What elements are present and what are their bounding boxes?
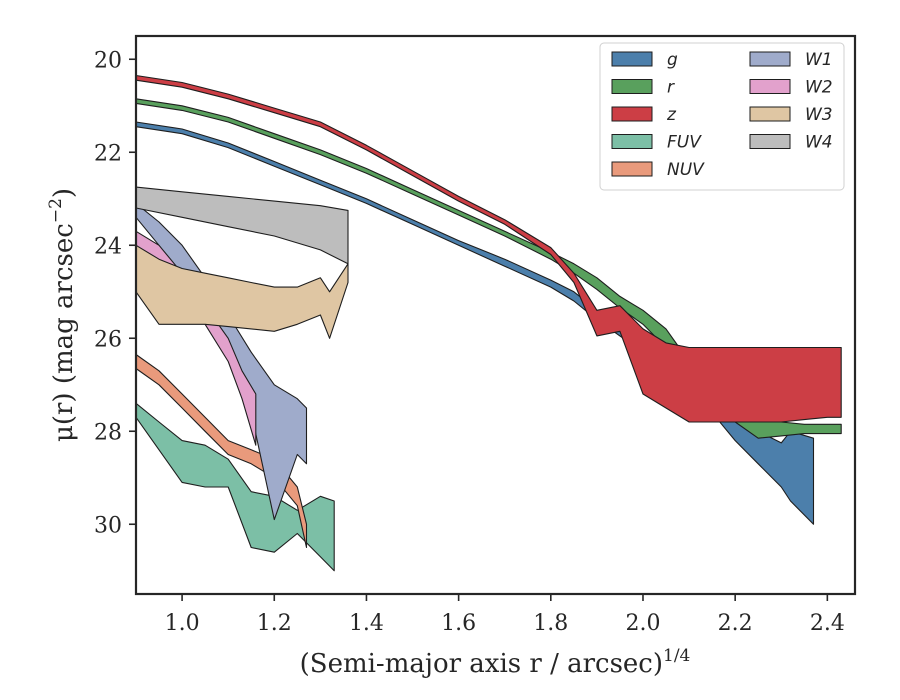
legend-label-w4: W4: [805, 133, 833, 153]
x-tick-label: 1.0: [165, 611, 200, 636]
legend-swatch-w1: [749, 51, 791, 67]
legend-label-w3: W3: [805, 105, 833, 125]
legend-swatch-z: [611, 106, 653, 122]
y-axis-title-close: ): [49, 188, 79, 198]
x-axis-title-exponent: 1/4: [663, 646, 690, 666]
y-axis-title: μ(r) (mag arcsec−2): [46, 188, 79, 442]
legend-label-r: r: [667, 78, 675, 98]
legend-label-g: g: [667, 50, 678, 70]
x-tick-label: 2.0: [625, 611, 660, 636]
legend-swatch-fuv: [611, 134, 653, 149]
x-tick-label: 2.4: [810, 611, 845, 636]
legend-label-nuv: NUV: [667, 160, 705, 180]
band-g: [135, 121, 815, 525]
legend-swatch-w4: [749, 134, 791, 149]
y-tick-label: 26: [94, 327, 122, 352]
legend-label-z: z: [666, 105, 677, 125]
y-tick-label: 22: [94, 141, 122, 166]
legend-swatch-g: [611, 51, 653, 67]
plot-frame: [134, 34, 857, 596]
x-tick-label: 2.2: [718, 611, 753, 636]
y-axis-title-text: μ(r) (mag arcsec: [49, 223, 79, 442]
x-tick-label: 1.8: [533, 611, 568, 636]
legend-label-w2: W2: [805, 78, 833, 98]
x-tick-label: 1.6: [441, 611, 476, 636]
band-w3: [135, 244, 349, 339]
x-tick-label: 1.2: [257, 611, 292, 636]
legend-label-fuv: FUV: [667, 133, 702, 153]
legend-swatch-w2: [749, 79, 791, 94]
band-nuv: [135, 353, 308, 549]
band-r: [135, 98, 842, 439]
y-tick-label: 24: [94, 234, 122, 259]
y-axis-ticks: 20 22 24 26 28 30: [94, 48, 136, 538]
x-axis-ticks: 1.0 1.2 1.4 1.6 1.8 2.0 2.2 2.4: [165, 594, 845, 636]
y-tick-label: 30: [94, 513, 122, 538]
legend-swatch-nuv: [611, 161, 653, 177]
band-fuv: [135, 402, 335, 572]
x-tick-label: 1.4: [349, 611, 384, 636]
legend-swatch-w3: [749, 106, 791, 122]
x-axis-title-text: (Semi-major axis r / arcsec): [300, 649, 663, 679]
band-z: [135, 74, 842, 423]
y-tick-label: 20: [94, 48, 122, 73]
series-bands: [135, 74, 842, 572]
legend: grz FUV NUV W1 W2 W3 W4: [599, 42, 845, 191]
y-axis-title-exponent: −2: [46, 198, 66, 223]
legend-swatch-r: [611, 79, 653, 94]
legend-label-w1: W1: [805, 50, 833, 70]
x-axis-title: (Semi-major axis r / arcsec)1/4: [300, 646, 691, 679]
y-tick-label: 28: [94, 420, 122, 445]
band-w4: [135, 186, 349, 265]
